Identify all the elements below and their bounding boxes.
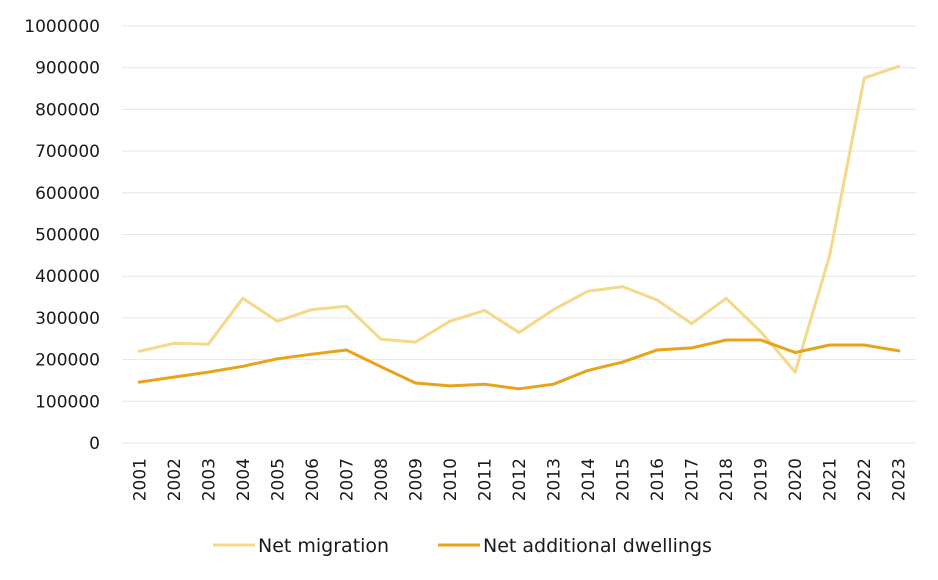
y-tick-label: 400000 <box>35 267 100 287</box>
x-tick-label: 2009 <box>406 458 426 501</box>
data-point-net-migration <box>310 308 314 312</box>
gridlines <box>122 25 916 444</box>
data-point-net-migration <box>828 253 832 257</box>
data-point-net-migration <box>482 308 486 312</box>
data-point-net-migration <box>206 342 210 346</box>
data-point-net-additional-dwellings <box>137 380 141 384</box>
data-point-net-additional-dwellings <box>517 387 521 391</box>
data-point-net-migration <box>862 76 866 80</box>
data-point-net-migration <box>586 289 590 293</box>
data-point-net-migration <box>241 296 245 300</box>
x-tick-label: 2005 <box>268 458 288 501</box>
data-point-net-migration <box>517 330 521 334</box>
data-point-net-additional-dwellings <box>482 382 486 386</box>
x-tick-label: 2010 <box>441 458 461 501</box>
x-tick-label: 2001 <box>130 458 150 501</box>
data-point-net-additional-dwellings <box>206 370 210 374</box>
data-point-net-additional-dwellings <box>690 346 694 350</box>
x-tick-label: 2017 <box>683 458 703 501</box>
data-point-net-additional-dwellings <box>897 349 901 353</box>
x-tick-label: 2007 <box>337 458 357 501</box>
x-tick-label: 2004 <box>234 458 254 501</box>
y-tick-label: 800000 <box>35 100 100 120</box>
data-point-net-additional-dwellings <box>275 357 279 361</box>
legend-label-net-additional-dwellings: Net additional dwellings <box>483 535 712 557</box>
x-tick-label: 2014 <box>579 458 599 501</box>
x-tick-label: 2002 <box>165 458 185 501</box>
data-point-net-additional-dwellings <box>172 375 176 379</box>
data-point-net-migration <box>552 308 556 312</box>
x-tick-label: 2016 <box>648 458 668 501</box>
data-point-net-additional-dwellings <box>413 381 417 385</box>
data-point-net-additional-dwellings <box>552 382 556 386</box>
legend-label-net-migration: Net migration <box>258 535 389 557</box>
data-point-net-additional-dwellings <box>621 360 625 364</box>
data-point-net-migration <box>344 304 348 308</box>
y-tick-label: 600000 <box>35 184 100 204</box>
x-tick-label: 2018 <box>717 458 737 501</box>
x-axis-tick-labels: 2001 2002 2003 2004 2005 2006 2007 2008 2009 2010… <box>130 458 909 501</box>
x-tick-label: 2021 <box>821 458 841 501</box>
y-tick-label: 100000 <box>35 392 100 412</box>
x-tick-label: 2019 <box>752 458 772 501</box>
series-line-net-additional-dwellings <box>137 338 901 391</box>
data-point-net-additional-dwellings <box>655 348 659 352</box>
data-point-net-additional-dwellings <box>379 365 383 369</box>
x-tick-label: 2003 <box>199 458 219 501</box>
y-tick-label: 1000000 <box>24 17 100 37</box>
data-point-net-additional-dwellings <box>344 348 348 352</box>
data-point-net-additional-dwellings <box>241 364 245 368</box>
data-point-net-additional-dwellings <box>310 352 314 356</box>
data-point-net-additional-dwellings <box>828 343 832 347</box>
data-point-net-migration <box>724 296 728 300</box>
series-line-net-migration <box>137 64 901 374</box>
x-tick-label: 2008 <box>372 458 392 501</box>
data-point-net-migration <box>690 322 694 326</box>
x-tick-label: 2020 <box>786 458 806 501</box>
y-axis-tick-labels: 0 100000 200000 300000 400000 500000 600000 700… <box>24 17 100 454</box>
x-tick-label: 2011 <box>475 458 495 501</box>
x-tick-label: 2022 <box>855 458 875 501</box>
y-tick-label: 200000 <box>35 351 100 371</box>
data-point-net-additional-dwellings <box>793 351 797 355</box>
data-point-net-migration <box>897 64 901 68</box>
data-point-net-migration <box>621 285 625 289</box>
x-tick-label: 2023 <box>890 458 910 501</box>
data-point-net-additional-dwellings <box>862 343 866 347</box>
data-point-net-migration <box>172 341 176 345</box>
data-point-net-additional-dwellings <box>586 368 590 372</box>
x-tick-label: 2013 <box>545 458 565 501</box>
y-tick-label: 900000 <box>35 59 100 79</box>
data-point-net-migration <box>759 330 763 334</box>
legend: Net migration Net additional dwellings <box>213 535 712 557</box>
data-point-net-migration <box>275 319 279 323</box>
data-point-net-additional-dwellings <box>724 338 728 342</box>
data-point-net-additional-dwellings <box>759 338 763 342</box>
data-point-net-migration <box>655 298 659 302</box>
x-tick-label: 2006 <box>303 458 323 501</box>
y-tick-label: 0 <box>89 434 100 454</box>
y-tick-label: 300000 <box>35 309 100 329</box>
data-point-net-additional-dwellings <box>448 384 452 388</box>
data-point-net-migration <box>793 370 797 374</box>
y-tick-label: 700000 <box>35 142 100 162</box>
x-tick-label: 2012 <box>510 458 530 501</box>
data-point-net-migration <box>448 319 452 323</box>
data-point-net-migration <box>379 337 383 341</box>
data-point-net-migration <box>137 349 141 353</box>
y-tick-label: 500000 <box>35 226 100 246</box>
x-tick-label: 2015 <box>614 458 634 501</box>
data-point-net-migration <box>413 340 417 344</box>
series-lines <box>137 64 901 391</box>
